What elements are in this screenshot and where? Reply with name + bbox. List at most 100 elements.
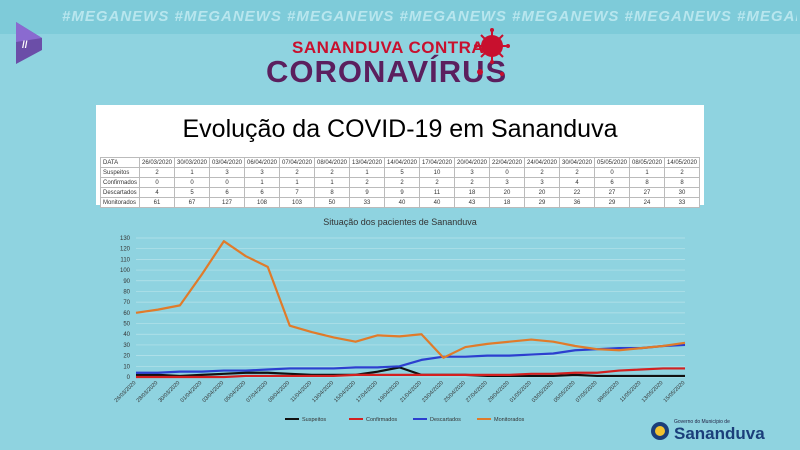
chart-area: Situação dos pacientes de Sananduva 0 10 2…: [100, 212, 700, 440]
table-cell: 1: [174, 167, 210, 178]
hashtag-banner: #MEGANEWS #MEGANEWS #MEGANEWS #MEGANEWS …: [62, 8, 797, 25]
table-cell: 2: [314, 167, 350, 178]
table-cell: 27: [594, 187, 630, 198]
meganews-logo-icon: //: [16, 22, 42, 64]
x-tick-label: 05/05/2020: [553, 380, 577, 404]
table-cell: 61: [139, 197, 175, 208]
line-chart: 0 10 20 30 40 50 60 70 80 90 100 110 120 130 26/03/202…: [114, 236, 687, 423]
table-cell: 8: [664, 177, 700, 188]
table-cell: 2: [454, 177, 490, 188]
x-tick-label: 21/04/2020: [399, 380, 423, 404]
table-row-label: Descartados: [100, 187, 140, 198]
legend-label: Descartados: [430, 417, 461, 423]
x-tick-label: 03/04/2020: [202, 380, 226, 404]
table-cell: 2: [279, 167, 315, 178]
table-cell: 1: [279, 177, 315, 188]
table-cell: 11: [419, 187, 455, 198]
legend-label: Monitorados: [494, 417, 525, 423]
series-line-suspeitos: [136, 366, 685, 378]
table-cell: 29: [524, 197, 560, 208]
x-tick-label: 13/05/2020: [641, 380, 665, 404]
table-date-cell: 22/04/2020: [489, 157, 525, 168]
table-date-cell: 14/04/2020: [384, 157, 420, 168]
table-cell: 18: [489, 197, 525, 208]
table-cell: 2: [139, 167, 175, 178]
table-header-label: DATA: [100, 157, 140, 168]
x-tick-label: 27/04/2020: [465, 380, 489, 404]
y-tick-label: 70: [123, 300, 130, 306]
x-tick-label: 29/04/2020: [487, 380, 511, 404]
main-title: Evolução da COVID-19 em Sananduva: [182, 115, 618, 143]
table-cell: 0: [139, 177, 175, 188]
x-tick-label: 03/05/2020: [531, 380, 555, 404]
table-cell: 18: [454, 187, 490, 198]
x-tick-label: 07/05/2020: [575, 380, 599, 404]
x-tick-label: 26/03/2020: [114, 380, 138, 404]
table-cell: 1: [349, 167, 385, 178]
table-cell: 8: [314, 187, 350, 198]
table-cell: 1: [314, 177, 350, 188]
table-cell: 30: [664, 187, 700, 198]
x-tick-label: 09/04/2020: [267, 380, 291, 404]
table-date-cell: 08/05/2020: [629, 157, 665, 168]
table-cell: 127: [209, 197, 245, 208]
table-cell: 67: [174, 197, 210, 208]
table-date-cell: 20/04/2020: [454, 157, 490, 168]
table-cell: 9: [384, 187, 420, 198]
table-cell: 5: [384, 167, 420, 178]
table-row-label: Confirmados: [100, 177, 140, 188]
table-date-cell: 30/03/2020: [174, 157, 210, 168]
table-row-label: Monitorados: [100, 197, 140, 208]
table-date-cell: 14/05/2020: [664, 157, 700, 168]
table-cell: 20: [489, 187, 525, 198]
table-cell: 3: [244, 167, 280, 178]
table-cell: 6: [244, 187, 280, 198]
table-cell: 0: [174, 177, 210, 188]
table-cell: 2: [559, 167, 595, 178]
x-tick-label: 19/04/2020: [377, 380, 401, 404]
table-date-cell: 05/05/2020: [594, 157, 630, 168]
table-cell: 1: [629, 167, 665, 178]
table-date-cell: 30/04/2020: [559, 157, 595, 168]
table-header-row: DATA 26/03/2020 30/03/2020 03/04/2020 06/04/…: [100, 157, 700, 168]
brand-line-2: CORONAVÍRUS: [266, 54, 508, 89]
table-cell: 0: [594, 167, 630, 178]
table-date-cell: 03/04/2020: [209, 157, 245, 168]
table-cell: 0: [489, 167, 525, 178]
table-cell: 2: [419, 177, 455, 188]
table-cell: 3: [209, 167, 245, 178]
data-table: DATA 26/03/2020 30/03/2020 03/04/2020 06/04/…: [100, 157, 700, 208]
table-cell: 24: [629, 197, 665, 208]
x-tick-label: 23/04/2020: [421, 380, 445, 404]
y-tick-label: 60: [123, 311, 130, 317]
table-date-cell: 13/04/2020: [349, 157, 385, 168]
table-cell: 43: [454, 197, 490, 208]
table-cell: 0: [209, 177, 245, 188]
table-cell: 2: [664, 167, 700, 178]
table-cell: 4: [139, 187, 175, 198]
legend-label: Confirmados: [366, 417, 397, 423]
table-cell: 2: [524, 167, 560, 178]
top-band: [0, 0, 800, 34]
table-cell: 9: [349, 187, 385, 198]
y-tick-label: 130: [120, 236, 131, 242]
table-cell: 20: [524, 187, 560, 198]
x-tick-label: 30/03/2020: [158, 380, 182, 404]
table-cell: 22: [559, 187, 595, 198]
table-cell: 10: [419, 167, 455, 178]
y-tick-label: 110: [120, 257, 130, 263]
table-cell: 3: [489, 177, 525, 188]
y-tick-label: 10: [123, 364, 130, 370]
table-cell: 33: [664, 197, 700, 208]
x-tick-label: 17/04/2020: [355, 380, 379, 404]
table-cell: 1: [244, 177, 280, 188]
table-date-cell: 24/04/2020: [524, 157, 560, 168]
table-cell: 2: [349, 177, 385, 188]
table-cell: 4: [559, 177, 595, 188]
table-cell: 3: [524, 177, 560, 188]
x-tick-label: 01/05/2020: [509, 380, 533, 404]
table-cell: 50: [314, 197, 350, 208]
y-tick-label: 30: [123, 343, 130, 349]
table-cell: 36: [559, 197, 595, 208]
y-tick-label: 80: [123, 289, 130, 295]
